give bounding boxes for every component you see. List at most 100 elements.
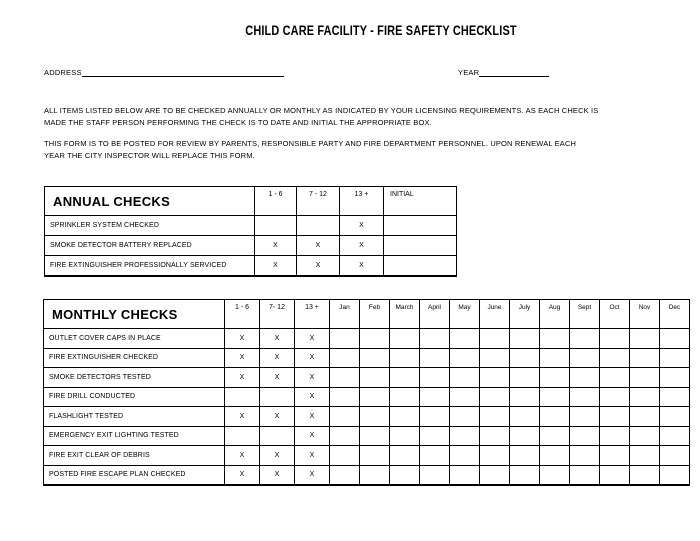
check-cell: X <box>224 328 260 349</box>
month-cell <box>359 347 390 368</box>
month-cell <box>329 347 360 368</box>
month-cell <box>419 386 450 407</box>
month-cell <box>329 464 360 485</box>
address-field: ADDRESS <box>44 67 284 77</box>
instructions-paragraph-2: THIS FORM IS TO BE POSTED FOR REVIEW BY … <box>44 138 674 163</box>
annual-row-label: SMOKE DETECTOR BATTERY REPLACED <box>44 235 255 256</box>
monthly-row: FLASHLIGHT TESTED X X X <box>43 406 690 427</box>
instructions-paragraph-1: ALL ITEMS LISTED BELOW ARE TO BE CHECKED… <box>44 105 674 130</box>
month-cell <box>629 406 660 427</box>
month-cell <box>419 445 450 466</box>
year-label: YEAR <box>458 68 480 77</box>
check-cell: X <box>296 235 340 256</box>
month-cell <box>419 406 450 427</box>
initial-cell <box>383 215 457 236</box>
month-column-header-nov: Nov <box>629 299 660 329</box>
monthly-row: SMOKE DETECTORS TESTED X X X <box>43 367 690 388</box>
check-cell <box>224 386 260 407</box>
check-cell: X <box>294 445 330 466</box>
month-column-header-april: April <box>419 299 450 329</box>
month-cell <box>539 425 570 446</box>
month-cell <box>539 445 570 466</box>
monthly-row-label: POSTED FIRE ESCAPE PLAN CHECKED <box>43 464 225 485</box>
month-cell <box>329 445 360 466</box>
month-cell <box>419 347 450 368</box>
check-cell: X <box>254 255 297 276</box>
month-cell <box>389 347 420 368</box>
month-cell <box>569 347 600 368</box>
month-cell <box>359 445 390 466</box>
check-cell: X <box>259 406 295 427</box>
month-cell <box>659 367 690 388</box>
monthly-row: EMERGENCY EXIT LIGHTING TESTED X <box>43 425 690 446</box>
month-cell <box>539 328 570 349</box>
monthly-checks-table: MONTHLY CHECKS 1 - 6 7- 12 13 + Jan Feb … <box>43 299 690 486</box>
address-label: ADDRESS <box>44 68 82 77</box>
year-field: YEAR <box>458 67 550 77</box>
month-cell <box>629 328 660 349</box>
month-cell <box>599 367 630 388</box>
month-column-header-aug: Aug <box>539 299 570 329</box>
check-cell: X <box>224 445 260 466</box>
check-cell: X <box>224 406 260 427</box>
month-cell <box>359 425 390 446</box>
month-cell <box>359 406 390 427</box>
month-column-header-sept: Sept <box>569 299 600 329</box>
month-cell <box>659 386 690 407</box>
month-cell <box>479 464 510 485</box>
month-cell <box>599 464 630 485</box>
month-cell <box>629 425 660 446</box>
check-cell: X <box>339 215 384 236</box>
year-blank-line <box>479 67 550 77</box>
month-cell <box>569 445 600 466</box>
annual-row: SPRINKLER SYSTEM CHECKED X <box>44 215 457 236</box>
instructions-line: YEAR THE CITY INSPECTOR WILL REPLACE THI… <box>44 151 255 161</box>
month-cell <box>539 367 570 388</box>
month-cell <box>599 386 630 407</box>
month-cell <box>509 328 540 349</box>
check-cell <box>254 215 297 236</box>
month-column-header-jan: Jan <box>329 299 360 329</box>
annual-row: SMOKE DETECTOR BATTERY REPLACED X X X <box>44 235 457 256</box>
month-cell <box>539 464 570 485</box>
column-header-7-12: 7- 12 <box>259 299 295 329</box>
column-header-1-6: 1 - 6 <box>224 299 260 329</box>
title-row: CHILD CARE FACILITY - FIRE SAFETY CHECKL… <box>0 22 700 38</box>
month-cell <box>329 425 360 446</box>
month-cell <box>449 425 480 446</box>
month-cell <box>449 367 480 388</box>
month-cell <box>419 425 450 446</box>
check-cell: X <box>294 347 330 368</box>
month-cell <box>599 347 630 368</box>
check-cell <box>296 215 340 236</box>
instructions-line: MADE THE STAFF PERSON PERFORMING THE CHE… <box>44 118 432 128</box>
month-cell <box>599 425 630 446</box>
annual-header-row: ANNUAL CHECKS 1 - 6 7 - 12 13 + INITIAL <box>44 186 457 216</box>
month-cell <box>509 367 540 388</box>
month-cell <box>479 425 510 446</box>
check-cell: X <box>224 347 260 368</box>
initial-cell <box>383 255 457 276</box>
month-cell <box>329 328 360 349</box>
monthly-row-label: FIRE EXTINGUISHER CHECKED <box>43 347 225 368</box>
month-cell <box>359 464 390 485</box>
check-cell: X <box>294 425 330 446</box>
month-cell <box>449 464 480 485</box>
monthly-row-label: SMOKE DETECTORS TESTED <box>43 367 225 388</box>
month-cell <box>479 406 510 427</box>
monthly-row-label: OUTLET COVER CAPS IN PLACE <box>43 328 225 349</box>
month-cell <box>569 386 600 407</box>
month-cell <box>659 425 690 446</box>
check-cell: X <box>259 464 295 485</box>
month-cell <box>659 328 690 349</box>
month-cell <box>539 347 570 368</box>
month-cell <box>359 367 390 388</box>
month-cell <box>659 464 690 485</box>
month-cell <box>449 445 480 466</box>
check-cell <box>224 425 260 446</box>
column-header-1-6: 1 - 6 <box>254 186 297 216</box>
month-cell <box>419 328 450 349</box>
month-cell <box>389 406 420 427</box>
column-header-initial: INITIAL <box>383 186 457 216</box>
month-column-header-march: March <box>389 299 420 329</box>
